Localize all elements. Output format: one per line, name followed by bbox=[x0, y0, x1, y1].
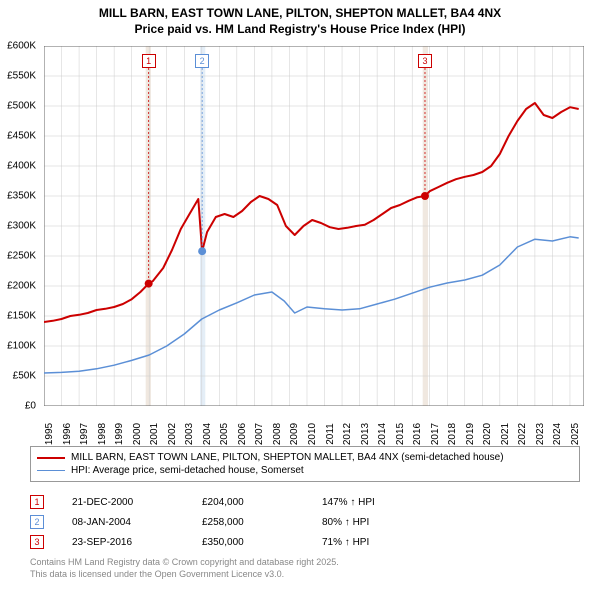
footer-line-2: This data is licensed under the Open Gov… bbox=[30, 569, 284, 579]
y-tick-label: £300K bbox=[7, 221, 36, 232]
x-tick-label: 1996 bbox=[62, 423, 73, 445]
sale-row-marker: 1 bbox=[30, 495, 44, 509]
sale-marker-2: 2 bbox=[195, 54, 209, 68]
sale-row: 3 23-SEP-2016£350,00071% ↑ HPI bbox=[30, 532, 580, 552]
x-tick-label: 2023 bbox=[535, 423, 546, 445]
legend-item: HPI: Average price, semi-detached house,… bbox=[37, 464, 573, 477]
x-tick-label: 2007 bbox=[254, 423, 265, 445]
x-tick-label: 2008 bbox=[272, 423, 283, 445]
x-tick-label: 2000 bbox=[132, 423, 143, 445]
y-tick-label: £250K bbox=[7, 251, 36, 262]
sale-marker-1: 1 bbox=[142, 54, 156, 68]
x-tick-label: 1998 bbox=[97, 423, 108, 445]
x-tick-label: 2001 bbox=[149, 423, 160, 445]
footer-line-1: Contains HM Land Registry data © Crown c… bbox=[30, 557, 339, 567]
sale-row-marker: 3 bbox=[30, 535, 44, 549]
x-tick-label: 2021 bbox=[500, 423, 511, 445]
sale-price: £350,000 bbox=[202, 537, 322, 548]
sale-date: 23-SEP-2016 bbox=[72, 537, 202, 548]
x-tick-label: 2017 bbox=[430, 423, 441, 445]
chart-title: MILL BARN, EAST TOWN LANE, PILTON, SHEPT… bbox=[0, 0, 600, 37]
y-tick-label: £450K bbox=[7, 131, 36, 142]
legend-swatch bbox=[37, 457, 65, 459]
sale-row: 2 08-JAN-2004£258,00080% ↑ HPI bbox=[30, 512, 580, 532]
y-tick-label: £500K bbox=[7, 101, 36, 112]
legend: MILL BARN, EAST TOWN LANE, PILTON, SHEPT… bbox=[30, 446, 580, 482]
legend-swatch bbox=[37, 470, 65, 472]
sale-marker-3: 3 bbox=[418, 54, 432, 68]
y-tick-label: £400K bbox=[7, 161, 36, 172]
y-tick-label: £200K bbox=[7, 281, 36, 292]
sale-price: £204,000 bbox=[202, 497, 322, 508]
x-tick-label: 2011 bbox=[325, 423, 336, 445]
y-tick-label: £150K bbox=[7, 311, 36, 322]
sale-row: 1 21-DEC-2000£204,000147% ↑ HPI bbox=[30, 492, 580, 512]
x-tick-label: 1995 bbox=[44, 423, 55, 445]
x-tick-label: 2014 bbox=[377, 423, 388, 445]
y-tick-label: £600K bbox=[7, 41, 36, 52]
y-tick-label: £100K bbox=[7, 341, 36, 352]
x-tick-label: 2018 bbox=[447, 423, 458, 445]
y-tick-label: £50K bbox=[13, 371, 36, 382]
x-tick-label: 1999 bbox=[114, 423, 125, 445]
sale-date: 21-DEC-2000 bbox=[72, 497, 202, 508]
title-line-1: MILL BARN, EAST TOWN LANE, PILTON, SHEPT… bbox=[99, 6, 501, 20]
x-tick-label: 2009 bbox=[289, 423, 300, 445]
footer-attribution: Contains HM Land Registry data © Crown c… bbox=[30, 557, 339, 580]
x-tick-label: 2019 bbox=[465, 423, 476, 445]
x-tick-label: 2022 bbox=[517, 423, 528, 445]
x-tick-label: 2013 bbox=[360, 423, 371, 445]
y-tick-label: £550K bbox=[7, 71, 36, 82]
x-tick-label: 2024 bbox=[552, 423, 563, 445]
title-line-2: Price paid vs. HM Land Registry's House … bbox=[135, 22, 466, 36]
y-tick-label: £350K bbox=[7, 191, 36, 202]
y-tick-label: £0 bbox=[25, 401, 36, 412]
x-axis-labels: 1995 1996 1997 1998 1999 2000 2001 2002 2003 2004… bbox=[44, 406, 584, 444]
x-tick-label: 1997 bbox=[79, 423, 90, 445]
sale-price: £258,000 bbox=[202, 517, 322, 528]
y-axis-labels: £0£50K£100K£150K£200K£250K£300K£350K£400… bbox=[0, 46, 40, 406]
sale-delta: 80% ↑ HPI bbox=[322, 517, 442, 528]
x-tick-label: 2015 bbox=[395, 423, 406, 445]
x-tick-label: 2004 bbox=[202, 423, 213, 445]
legend-item: MILL BARN, EAST TOWN LANE, PILTON, SHEPT… bbox=[37, 451, 573, 464]
x-tick-label: 2016 bbox=[412, 423, 423, 445]
sales-table: 1 21-DEC-2000£204,000147% ↑ HPI 2 08-JAN-20… bbox=[30, 492, 580, 552]
x-tick-label: 2003 bbox=[184, 423, 195, 445]
sale-delta: 147% ↑ HPI bbox=[322, 497, 442, 508]
x-tick-label: 2005 bbox=[219, 423, 230, 445]
legend-label: MILL BARN, EAST TOWN LANE, PILTON, SHEPT… bbox=[71, 452, 504, 463]
chart-svg bbox=[44, 46, 584, 406]
plot-area: 1 2 3 bbox=[44, 46, 584, 406]
sale-date: 08-JAN-2004 bbox=[72, 517, 202, 528]
sale-row-marker: 2 bbox=[30, 515, 44, 529]
chart-container: MILL BARN, EAST TOWN LANE, PILTON, SHEPT… bbox=[0, 0, 600, 590]
sale-delta: 71% ↑ HPI bbox=[322, 537, 442, 548]
x-tick-label: 2020 bbox=[482, 423, 493, 445]
legend-label: HPI: Average price, semi-detached house,… bbox=[71, 465, 304, 476]
x-tick-label: 2006 bbox=[237, 423, 248, 445]
x-tick-label: 2002 bbox=[167, 423, 178, 445]
x-tick-label: 2010 bbox=[307, 423, 318, 445]
x-tick-label: 2025 bbox=[570, 423, 581, 445]
x-tick-label: 2012 bbox=[342, 423, 353, 445]
